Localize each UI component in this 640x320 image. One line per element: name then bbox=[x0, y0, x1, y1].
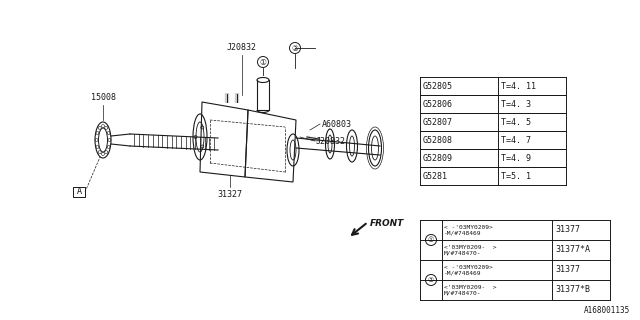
Text: J20832: J20832 bbox=[227, 43, 257, 52]
Text: T=4. 7: T=4. 7 bbox=[501, 135, 531, 145]
Text: 31327: 31327 bbox=[218, 190, 243, 199]
Text: < -'03MY0209>
-M/#748469: < -'03MY0209> -M/#748469 bbox=[444, 225, 493, 236]
Text: <'03MY0209-  >
M/#748470-: <'03MY0209- > M/#748470- bbox=[444, 244, 497, 255]
Text: T=4. 3: T=4. 3 bbox=[501, 100, 531, 108]
Text: T=4. 11: T=4. 11 bbox=[501, 82, 536, 91]
Text: T=4. 5: T=4. 5 bbox=[501, 117, 531, 126]
Text: T=5. 1: T=5. 1 bbox=[501, 172, 531, 180]
Text: G52806: G52806 bbox=[423, 100, 453, 108]
Text: G52809: G52809 bbox=[423, 154, 453, 163]
Text: 31377*B: 31377*B bbox=[555, 285, 590, 294]
Text: J20832: J20832 bbox=[316, 137, 346, 146]
Text: <'03MY0209-  >
M/#748470-: <'03MY0209- > M/#748470- bbox=[444, 284, 497, 295]
Text: A168001135: A168001135 bbox=[584, 306, 630, 315]
Text: 15008: 15008 bbox=[90, 93, 115, 102]
Text: T=4. 9: T=4. 9 bbox=[501, 154, 531, 163]
Text: 31377: 31377 bbox=[555, 226, 580, 235]
Text: G52805: G52805 bbox=[423, 82, 453, 91]
Text: G5281: G5281 bbox=[423, 172, 448, 180]
Text: G52808: G52808 bbox=[423, 135, 453, 145]
Text: ①: ① bbox=[428, 237, 434, 243]
Text: 31377*A: 31377*A bbox=[555, 245, 590, 254]
Text: ①: ① bbox=[260, 58, 266, 67]
Text: 31377: 31377 bbox=[555, 266, 580, 275]
Text: A: A bbox=[77, 188, 81, 196]
Text: A60803: A60803 bbox=[322, 119, 352, 129]
Text: FRONT: FRONT bbox=[370, 220, 404, 228]
Text: ②: ② bbox=[428, 277, 434, 283]
Text: ②: ② bbox=[292, 44, 298, 52]
Text: G52807: G52807 bbox=[423, 117, 453, 126]
Text: < -'03MY0209>
-M/#748469: < -'03MY0209> -M/#748469 bbox=[444, 265, 493, 276]
